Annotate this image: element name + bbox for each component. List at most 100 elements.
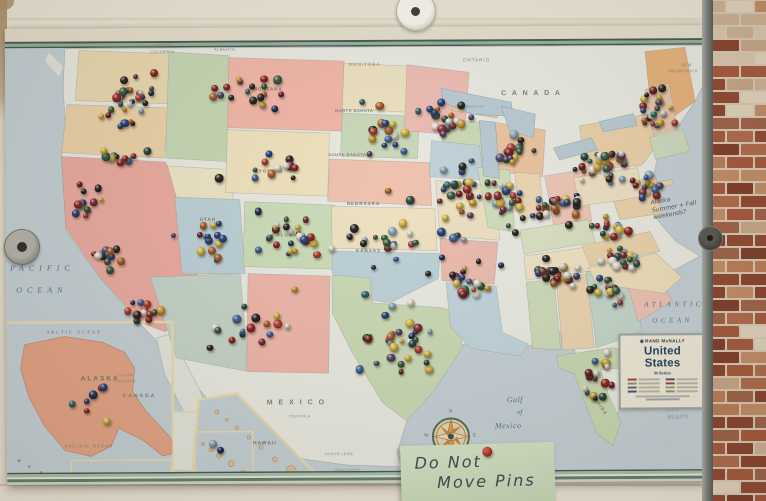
push-pin <box>290 175 296 181</box>
push-pin <box>565 220 574 230</box>
push-pin <box>359 98 366 105</box>
brick <box>727 469 753 480</box>
push-pin <box>89 390 99 400</box>
push-pin <box>477 194 483 200</box>
state-or <box>61 104 171 159</box>
push-pin <box>650 111 657 118</box>
push-pin <box>270 105 278 113</box>
brick <box>755 261 766 272</box>
push-pin <box>205 233 211 239</box>
push-pin <box>217 446 225 454</box>
push-pin <box>586 285 595 294</box>
push-pin <box>99 197 105 203</box>
brick <box>713 495 725 501</box>
push-pin <box>94 184 103 193</box>
brick <box>741 430 766 441</box>
push-pin <box>261 158 269 166</box>
brick <box>713 14 739 25</box>
push-pin <box>251 313 261 323</box>
push-pin <box>441 214 449 222</box>
lake-ontario <box>598 113 638 132</box>
push-pin <box>393 256 399 262</box>
push-pin <box>99 382 109 392</box>
push-pin <box>132 73 138 79</box>
push-pin <box>426 328 433 335</box>
us-pushpin-map: PACIFIC OCEAN ATLANTIC OCEAN Gulf of Mexico C A… <box>4 25 708 485</box>
brick <box>713 209 725 220</box>
brick <box>755 105 766 116</box>
push-pin <box>117 122 124 130</box>
wall-seam-top <box>0 18 766 21</box>
push-pin <box>594 288 603 297</box>
push-pin <box>265 150 273 158</box>
push-pin <box>255 246 262 254</box>
push-pin <box>542 254 550 263</box>
push-pin <box>461 265 467 271</box>
push-pin <box>542 210 550 218</box>
push-pin <box>407 230 414 237</box>
brick <box>741 118 766 129</box>
push-pin <box>405 195 415 205</box>
push-pin <box>473 278 482 288</box>
brick <box>727 391 753 402</box>
push-pin <box>594 223 600 229</box>
push-pin <box>211 84 219 92</box>
push-pin <box>262 320 271 328</box>
push-pin <box>484 192 493 201</box>
push-pin <box>638 193 647 202</box>
push-pin <box>283 216 290 223</box>
push-pin <box>445 118 453 125</box>
push-pin <box>558 262 567 270</box>
push-pin <box>292 248 299 255</box>
push-pin <box>579 177 585 183</box>
brick <box>713 144 739 155</box>
push-pin <box>400 147 408 155</box>
brick <box>755 53 766 64</box>
do-not-move-pins-note: Do Not Move Pins <box>400 441 556 501</box>
brick <box>713 430 739 441</box>
brick <box>741 40 766 51</box>
push-pin <box>206 344 214 352</box>
push-pin <box>614 253 620 259</box>
brick <box>741 170 766 181</box>
wall-grommet-left <box>4 229 40 265</box>
wall-edge-strip <box>0 0 7 120</box>
push-pin <box>361 290 369 299</box>
brick <box>755 235 766 246</box>
push-pin <box>355 365 364 374</box>
push-pin <box>458 162 467 171</box>
push-pin <box>84 407 90 414</box>
brick <box>713 365 725 376</box>
push-pin <box>369 127 377 136</box>
push-pin <box>399 338 405 344</box>
push-pin <box>149 85 155 91</box>
push-pin <box>137 108 144 115</box>
push-pin <box>123 307 132 315</box>
push-pin <box>530 212 536 218</box>
push-pin <box>291 285 298 293</box>
push-pin <box>126 101 133 107</box>
push-pin <box>390 242 396 249</box>
grommet-hole <box>17 242 27 252</box>
push-pin <box>395 328 403 336</box>
push-pin <box>505 223 511 229</box>
push-pin <box>611 302 618 308</box>
brick <box>713 287 725 298</box>
push-pin <box>388 302 396 310</box>
push-pin <box>668 105 674 111</box>
push-pin <box>196 247 206 256</box>
push-pin <box>411 239 419 247</box>
push-pin <box>491 180 497 187</box>
push-pin <box>578 163 586 171</box>
push-pin <box>302 216 310 223</box>
push-pin <box>391 141 398 148</box>
push-pin <box>449 271 456 279</box>
brick <box>755 391 766 402</box>
push-pin <box>389 121 397 129</box>
brick <box>713 131 725 142</box>
push-pin <box>389 342 399 352</box>
push-pin <box>359 240 367 248</box>
brick <box>727 417 753 428</box>
push-pin <box>69 400 77 408</box>
